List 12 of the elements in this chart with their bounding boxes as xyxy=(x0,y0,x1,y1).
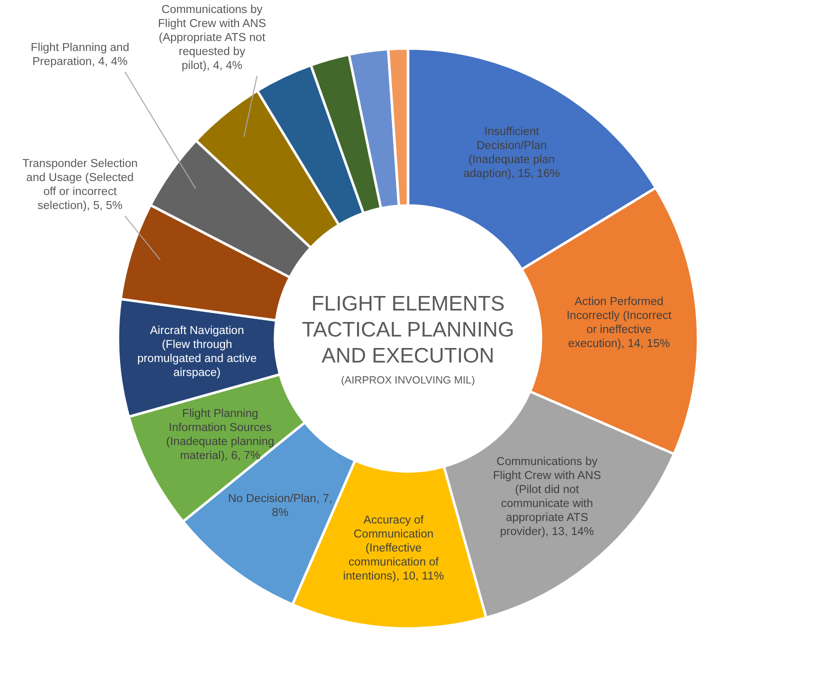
slice-label: Flight Planning and Preparation, 4, 4% xyxy=(30,42,130,68)
text: FLIGHT ELEMENTS TACTICAL PLANNING AND EXECUTION xyxy=(302,292,514,368)
slice-label: Communications by Flight Crew with ANS (Appropriate ATS not requested by pilot), 4, 4% xyxy=(158,4,266,72)
slice-label: Insufficient Decision/Plan (Inadequate plan adaption), 15, 16% xyxy=(463,126,560,180)
slice-label: Aircraft Navigation (Flew through promulgated and active airspace) xyxy=(137,324,257,379)
slice-label: Accuracy of Communication (Ineffective communication of intentions), 10, 11% xyxy=(343,514,444,583)
slice-label: Flight Planning Information Sources (Inadequate planning material), 6, 7% xyxy=(166,408,274,462)
slice-label: Action Performed Incorrectly (Incorrect or ineffective execution), 14, 15% xyxy=(566,296,672,350)
slice-label: No Decision/Plan, 7, 8% xyxy=(228,493,332,520)
text: (AIRPROX INVOLVING MIL) xyxy=(341,374,475,386)
slice-label: Transponder Selection and Usage (Selected off or incorrect selection), 5, 5% xyxy=(22,158,138,212)
slice-label: Communications by Flight Crew with ANS (Pilot did not communicate with appropriate ATS provider), 13, 14% xyxy=(492,456,602,538)
